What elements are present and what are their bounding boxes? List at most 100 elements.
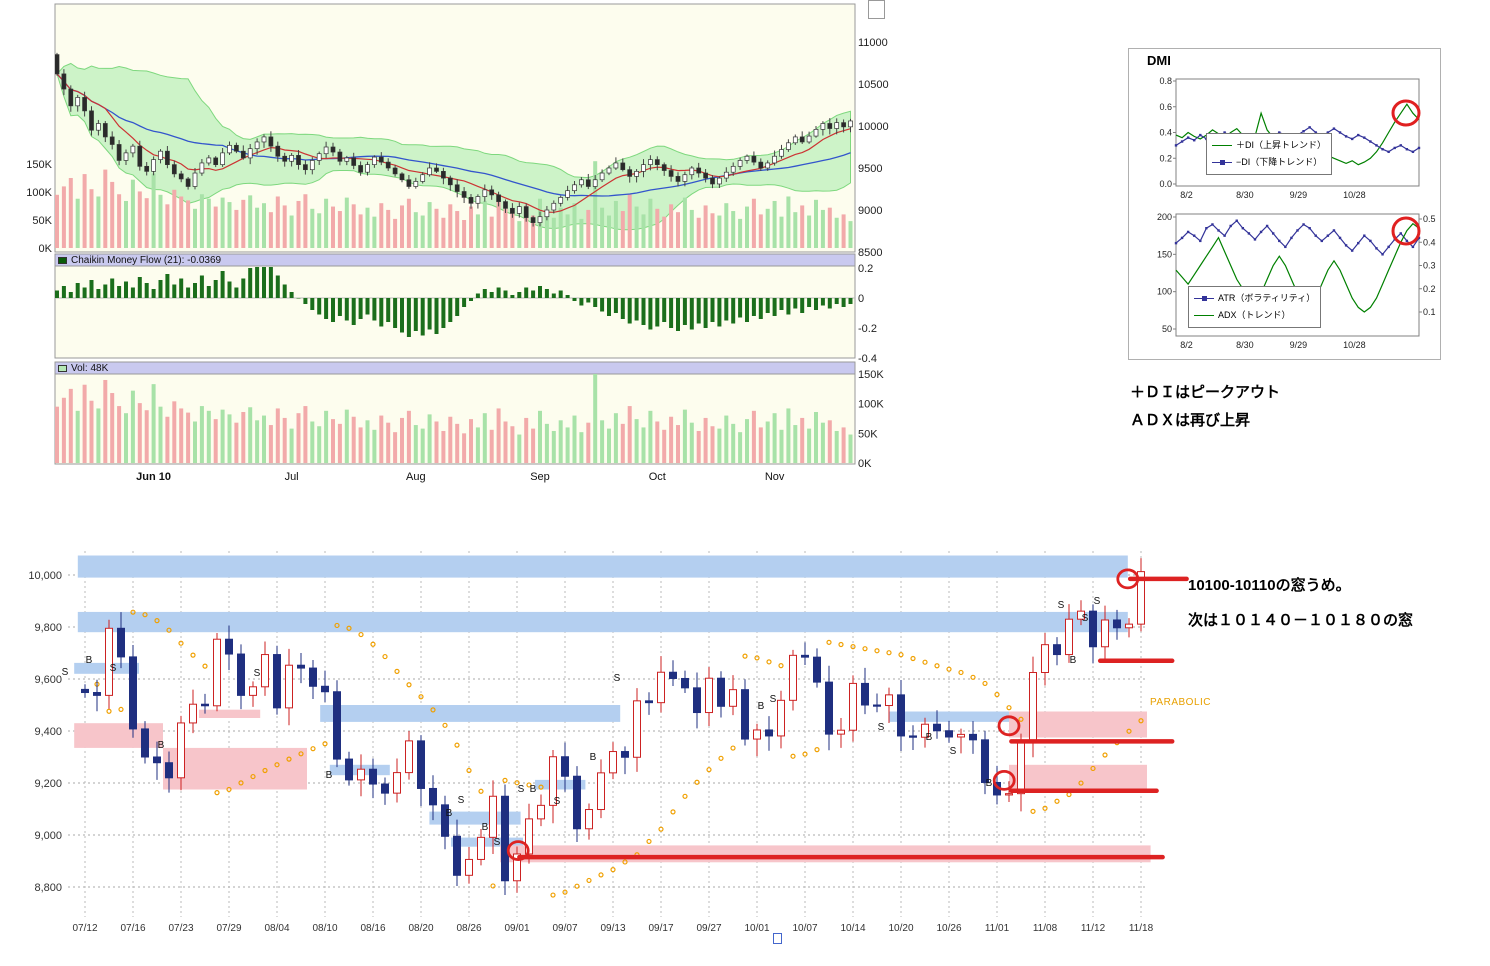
svg-text:10,000: 10,000 xyxy=(28,570,62,582)
svg-text:-0.2: -0.2 xyxy=(858,323,877,335)
legend-row-plus-di: ＋DI（上昇トレンド） xyxy=(1212,137,1326,154)
svg-text:8500: 8500 xyxy=(858,247,882,259)
svg-text:10/07: 10/07 xyxy=(792,923,817,934)
svg-text:10/01: 10/01 xyxy=(744,923,769,934)
svg-text:B: B xyxy=(986,778,993,789)
price-volume-chart[interactable]: 11000 10500 10000 9500 9000 8500 150K 100K 50K 0K… xyxy=(0,0,900,495)
svg-text:B: B xyxy=(590,752,597,763)
svg-text:100: 100 xyxy=(1157,287,1172,297)
svg-text:11/12: 11/12 xyxy=(1081,923,1106,934)
svg-text:150K: 150K xyxy=(26,159,52,171)
svg-text:S: S xyxy=(254,668,261,679)
svg-text:Nov: Nov xyxy=(765,471,785,483)
adx-line-icon xyxy=(1194,311,1214,320)
svg-text:08/16: 08/16 xyxy=(360,923,385,934)
atr-adx-legend: ATR（ボラティリティ） ADX（トレンド） xyxy=(1188,286,1322,329)
svg-text:B: B xyxy=(482,822,489,833)
svg-text:09/17: 09/17 xyxy=(648,923,673,934)
svg-text:B: B xyxy=(530,784,537,795)
svg-text:0.8: 0.8 xyxy=(1159,76,1172,86)
atr-line-icon xyxy=(1194,294,1214,303)
svg-text:10/26: 10/26 xyxy=(936,923,961,934)
scrollbar-corner-box[interactable] xyxy=(868,0,885,19)
svg-text:0.6: 0.6 xyxy=(1159,102,1172,112)
svg-text:08/26: 08/26 xyxy=(456,923,481,934)
daily-candlestick-chart[interactable]: 10,000 9,800 9,600 9,400 9,200 9,000 8,800 07/1… xyxy=(0,505,1250,965)
svg-text:B: B xyxy=(86,655,93,666)
svg-text:B: B xyxy=(326,770,333,781)
svg-text:0.2: 0.2 xyxy=(1423,284,1436,294)
adx-label: ADX（トレンド） xyxy=(1218,310,1291,321)
svg-text:S: S xyxy=(950,746,957,757)
svg-text:09/13: 09/13 xyxy=(600,923,625,934)
svg-text:S: S xyxy=(554,796,561,807)
svg-text:0.0: 0.0 xyxy=(1159,179,1172,189)
svg-text:S: S xyxy=(458,795,465,806)
svg-text:S: S xyxy=(1082,613,1089,624)
parabolic-label: PARABOLIC xyxy=(1150,697,1211,708)
svg-text:0.2: 0.2 xyxy=(858,263,873,275)
svg-text:9,400: 9,400 xyxy=(34,726,62,738)
main-chart-svg[interactable]: 11000 10500 10000 9500 9000 8500 150K 100K 50K 0K… xyxy=(0,0,900,495)
svg-text:0K: 0K xyxy=(858,458,872,470)
svg-text:S: S xyxy=(62,667,69,678)
svg-text:8/2: 8/2 xyxy=(1180,340,1193,350)
svg-text:150K: 150K xyxy=(858,369,884,381)
svg-text:9/29: 9/29 xyxy=(1290,340,1308,350)
daily-chart-svg[interactable]: 10,000 9,800 9,600 9,400 9,200 9,000 8,800 07/1… xyxy=(0,505,1250,965)
svg-text:0.1: 0.1 xyxy=(1423,307,1436,317)
svg-text:S: S xyxy=(110,663,117,674)
svg-text:0K: 0K xyxy=(39,243,53,255)
atr-label: ATR（ボラティリティ） xyxy=(1218,293,1316,303)
svg-text:B: B xyxy=(158,740,165,751)
svg-text:S: S xyxy=(1094,596,1101,607)
chaikin-panel-header: Chaikin Money Flow (21): -0.0369 xyxy=(58,254,221,266)
svg-text:11/01: 11/01 xyxy=(985,923,1010,934)
svg-text:11/08: 11/08 xyxy=(1033,923,1058,934)
svg-text:100K: 100K xyxy=(858,399,884,411)
svg-text:S: S xyxy=(614,673,621,684)
svg-text:Jun 10: Jun 10 xyxy=(136,471,171,483)
legend-row-minus-di: −DI（下降トレンド） xyxy=(1212,154,1326,171)
svg-text:Oct: Oct xyxy=(649,471,666,483)
svg-text:07/23: 07/23 xyxy=(168,923,193,934)
svg-text:Jul: Jul xyxy=(285,471,299,483)
svg-text:08/20: 08/20 xyxy=(408,923,433,934)
dmi-panel: DMI 0.8 0.6 0.4 0.2 0.0 200 150 100 50 0.5 0.4 0.3 0… xyxy=(1128,48,1441,360)
next-window-note: 次は１０１４０－１０１８０の窓 xyxy=(1188,612,1414,629)
svg-text:S: S xyxy=(770,694,777,705)
svg-text:10500: 10500 xyxy=(858,79,889,91)
dmi-note-adx-rise: ＡＤＸは再び上昇 xyxy=(1130,412,1251,429)
svg-text:50: 50 xyxy=(1162,324,1172,334)
svg-text:09/07: 09/07 xyxy=(552,923,577,934)
svg-text:8/2: 8/2 xyxy=(1180,190,1193,200)
svg-text:09/01: 09/01 xyxy=(504,923,529,934)
minus-di-line-icon xyxy=(1212,158,1232,167)
svg-text:11/18: 11/18 xyxy=(1129,923,1154,934)
svg-text:8/30: 8/30 xyxy=(1236,340,1254,350)
svg-text:9,000: 9,000 xyxy=(34,830,62,842)
volume-panel-header: Vol: 48K xyxy=(58,362,108,374)
svg-text:200: 200 xyxy=(1157,212,1172,222)
svg-text:100K: 100K xyxy=(26,187,52,199)
svg-text:Sep: Sep xyxy=(530,471,550,483)
svg-text:0.5: 0.5 xyxy=(1423,214,1436,224)
svg-text:8/30: 8/30 xyxy=(1236,190,1254,200)
svg-text:B: B xyxy=(758,701,765,712)
svg-text:10000: 10000 xyxy=(858,121,889,133)
svg-text:07/12: 07/12 xyxy=(72,923,97,934)
svg-text:0: 0 xyxy=(858,293,864,305)
svg-text:9,600: 9,600 xyxy=(34,674,62,686)
svg-text:S: S xyxy=(518,784,525,795)
svg-text:S: S xyxy=(494,837,501,848)
svg-text:B: B xyxy=(446,808,453,819)
text-cursor-artifact xyxy=(773,933,782,944)
svg-text:9500: 9500 xyxy=(858,163,882,175)
svg-text:08/10: 08/10 xyxy=(312,923,337,934)
svg-text:B: B xyxy=(1070,655,1077,666)
plus-di-line-icon xyxy=(1212,141,1232,150)
svg-text:0.2: 0.2 xyxy=(1159,153,1172,163)
gap-fill-note: 10100-10110の窓うめ。 xyxy=(1188,577,1351,594)
svg-text:09/27: 09/27 xyxy=(696,923,721,934)
